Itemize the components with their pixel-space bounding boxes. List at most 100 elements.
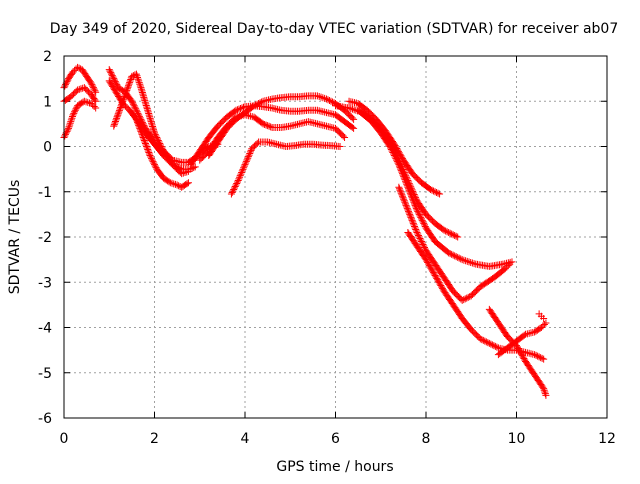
series-trace-7 <box>132 115 192 191</box>
data-point <box>434 189 442 197</box>
data-point <box>397 188 405 196</box>
data-point <box>135 123 143 131</box>
data-point <box>325 96 333 104</box>
data-point <box>408 192 416 200</box>
data-point <box>540 385 548 393</box>
data-point <box>155 138 163 146</box>
data-point <box>147 155 155 163</box>
data-point <box>75 64 83 72</box>
data-point <box>173 181 181 189</box>
data-point <box>115 108 123 116</box>
data-point <box>519 353 527 361</box>
data-point <box>539 322 547 330</box>
data-point <box>134 109 142 117</box>
data-point <box>184 167 192 175</box>
data-point <box>171 180 179 188</box>
data-point <box>116 105 124 113</box>
data-point <box>170 180 178 188</box>
data-point <box>394 159 402 167</box>
data-point <box>158 144 166 152</box>
data-point <box>64 126 72 134</box>
data-point <box>537 324 545 331</box>
data-point <box>110 75 118 83</box>
data-point <box>393 158 401 166</box>
data-point <box>159 146 167 154</box>
data-point <box>232 181 240 189</box>
data-point <box>327 97 335 105</box>
data-point <box>432 273 440 281</box>
data-point <box>430 270 438 278</box>
data-point <box>190 164 198 172</box>
data-point <box>231 182 239 190</box>
data-point <box>448 250 456 258</box>
data-point <box>264 122 272 130</box>
data-point <box>398 168 406 176</box>
data-point <box>135 77 143 85</box>
data-point <box>417 236 425 244</box>
data-point <box>387 146 395 154</box>
data-point <box>532 351 540 359</box>
data-point <box>151 130 159 138</box>
data-point <box>350 115 358 123</box>
data-point <box>245 151 253 159</box>
data-point <box>129 100 137 108</box>
data-point <box>91 96 99 104</box>
data-point <box>395 161 403 169</box>
data-point <box>123 85 131 93</box>
data-point <box>398 170 406 178</box>
data-point <box>397 167 405 175</box>
data-point <box>132 115 140 123</box>
data-point <box>111 117 119 125</box>
data-point <box>152 132 160 140</box>
data-point <box>397 189 405 197</box>
data-point <box>411 224 419 232</box>
data-point <box>445 249 453 257</box>
data-point <box>421 245 429 253</box>
data-point <box>238 169 246 177</box>
data-point <box>165 178 173 186</box>
data-point <box>252 101 260 109</box>
data-point <box>406 188 414 196</box>
series-trace-8 <box>187 102 358 169</box>
data-point <box>488 341 496 349</box>
data-point <box>317 93 325 101</box>
data-point <box>134 120 142 128</box>
data-point <box>132 105 140 113</box>
data-point <box>74 63 82 71</box>
data-point <box>235 175 243 183</box>
x-tick-label: 2 <box>150 431 159 447</box>
data-point <box>423 257 431 265</box>
data-point <box>430 187 438 195</box>
series-trace-6 <box>110 70 192 178</box>
data-point <box>154 136 162 144</box>
data-point <box>62 81 70 89</box>
data-point <box>87 79 95 87</box>
y-tick-label: -1 <box>38 185 52 201</box>
data-point <box>400 173 408 181</box>
data-point <box>135 79 143 87</box>
x-tick-label: 10 <box>508 431 526 447</box>
data-point <box>166 179 174 187</box>
data-point <box>403 203 411 211</box>
data-point <box>424 259 432 267</box>
data-point <box>184 179 192 187</box>
data-point <box>324 96 332 104</box>
data-point <box>481 337 489 345</box>
data-point <box>242 159 250 167</box>
data-point <box>121 93 129 101</box>
data-point <box>144 146 152 154</box>
data-point <box>431 271 439 279</box>
data-point <box>348 105 356 113</box>
data-point <box>233 106 241 114</box>
data-point <box>126 77 134 85</box>
x-tick-label: 6 <box>331 431 340 447</box>
data-point <box>238 104 246 112</box>
data-point <box>256 99 264 107</box>
x-tick-label: 12 <box>598 431 616 447</box>
data-point <box>436 280 444 288</box>
data-point <box>408 215 416 223</box>
data-point <box>411 222 419 230</box>
data-point <box>262 121 270 129</box>
data-point <box>476 335 484 343</box>
